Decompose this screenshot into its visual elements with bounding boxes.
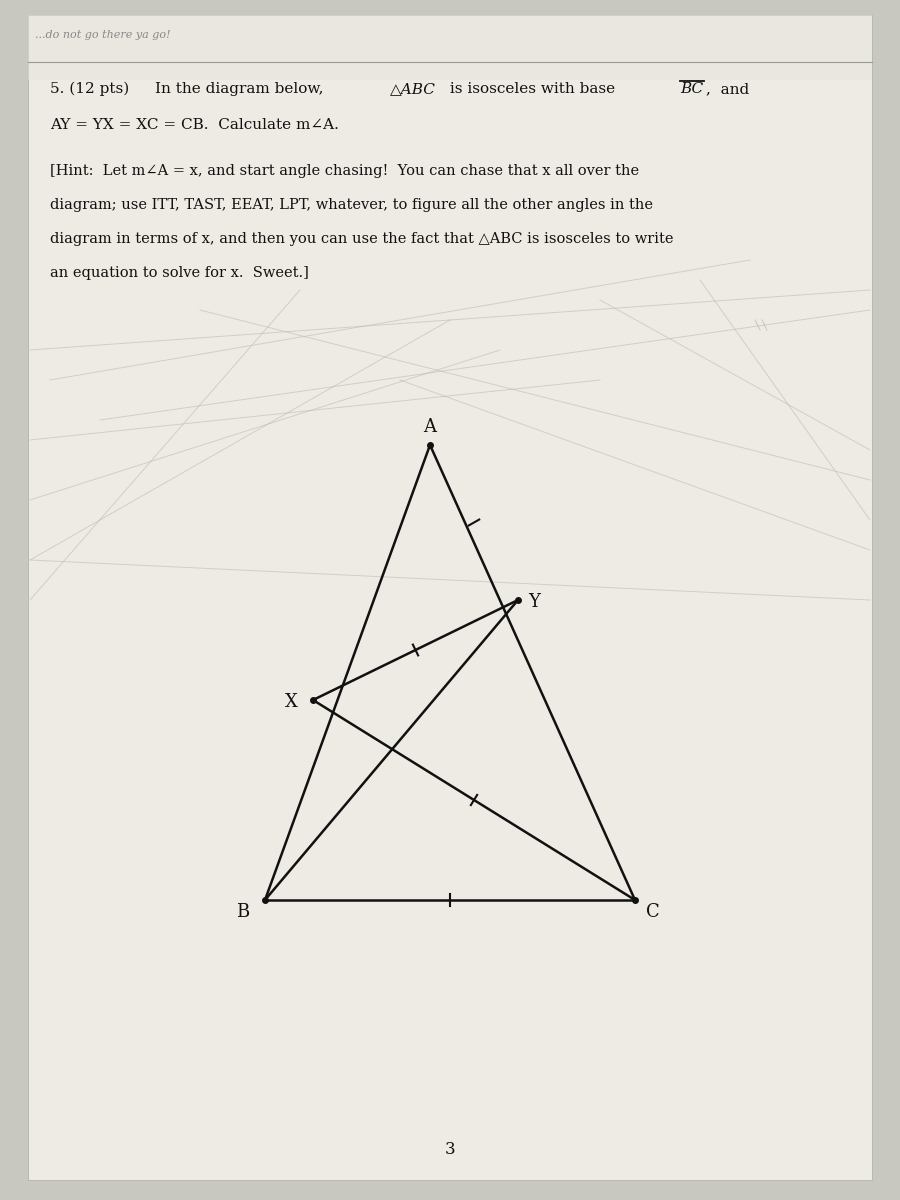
Text: diagram; use ITT, TAST, EEAT, LPT, whatever, to figure all the other angles in t: diagram; use ITT, TAST, EEAT, LPT, whate… <box>50 198 653 212</box>
Text: △ABC: △ABC <box>390 82 436 96</box>
Text: diagram in terms of x, and then you can use the fact that △ABC is isosceles to w: diagram in terms of x, and then you can … <box>50 232 673 246</box>
Text: X: X <box>284 692 297 710</box>
Text: C: C <box>646 902 660 922</box>
Text: [Hint:  Let m∠A = x, and start angle chasing!  You can chase that x all over the: [Hint: Let m∠A = x, and start angle chas… <box>50 164 639 178</box>
Text: an equation to solve for x.  Sweet.]: an equation to solve for x. Sweet.] <box>50 266 309 280</box>
Text: is isosceles with base: is isosceles with base <box>445 82 620 96</box>
Text: Y: Y <box>528 593 540 611</box>
Text: In the diagram below,: In the diagram below, <box>155 82 328 96</box>
Text: ,  and: , and <box>706 82 749 96</box>
Text: A: A <box>424 418 436 436</box>
Polygon shape <box>28 14 872 80</box>
Text: 5. (12 pts): 5. (12 pts) <box>50 82 130 96</box>
Text: 3: 3 <box>445 1141 455 1158</box>
Text: AY = YX = XC = CB.  Calculate m∠A.: AY = YX = XC = CB. Calculate m∠A. <box>50 118 339 132</box>
Text: BC: BC <box>680 82 703 96</box>
Text: B: B <box>237 902 249 922</box>
Text: ...do not go there ya go!: ...do not go there ya go! <box>35 30 171 40</box>
